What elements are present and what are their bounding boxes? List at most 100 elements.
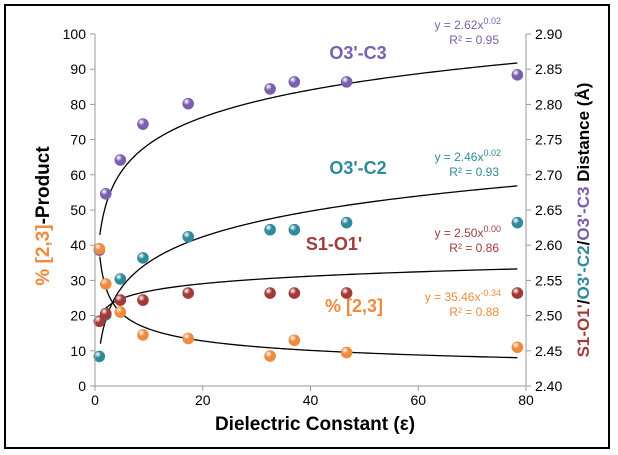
axis-title-part-0: % [2,3] [33, 224, 54, 285]
point-2-4 [182, 287, 195, 299]
fit-equation-3: y = 35.46x-0.34 [425, 288, 501, 304]
axis-title-part-3: / [574, 240, 593, 245]
chart-frame: 0 20 40 60 80 0 10 20 30 40 50 60 70 80 90 100 2.40 2.45 2… [4, 4, 610, 449]
fit-equation-0: y = 2.62x0.02 [434, 16, 501, 32]
right-tick-label-2.70: 2.70 [535, 167, 562, 183]
right-tick-label-2.40: 2.40 [535, 378, 562, 394]
point-3-7 [340, 346, 353, 359]
axis-title-part-1: / [574, 299, 593, 304]
fit-equation-exponent-3: -0.34 [480, 288, 501, 298]
axis-title-part-5: Distance (Å) [574, 83, 593, 187]
point-1-5 [264, 223, 276, 236]
chart-svg: 0 20 40 60 80 0 10 20 30 40 50 60 70 80 90 100 2.40 2.45 2… [33, 16, 593, 435]
left-tick-label-10: 10 [70, 343, 86, 359]
series-name-2: S1-O1' [306, 234, 362, 254]
point-1-0 [93, 350, 106, 363]
left-tick-label-90: 90 [70, 61, 86, 77]
point-2-6 [288, 287, 301, 299]
fit-r2-2: R² = 0.86 [449, 241, 499, 255]
series-name-0: O3'-C3 [329, 43, 386, 63]
left-tick-label-70: 70 [70, 132, 86, 148]
point-1-2 [114, 273, 127, 285]
point-0-1 [99, 188, 112, 200]
right-tick-label-2.65: 2.65 [535, 202, 562, 218]
left-tick-label-30: 30 [70, 272, 86, 288]
point-3-3 [137, 329, 149, 341]
fit-equation-exponent-2: 0.00 [483, 224, 501, 234]
point-3-6 [288, 334, 301, 347]
right-axis-title: S1-O1'/O3'-C2/O3'-C3 Distance (Å) [574, 83, 593, 358]
point-0-6 [288, 76, 301, 88]
fit-curve-2 [99, 268, 518, 318]
fit-equation-base-2: y = 2.50x [434, 226, 483, 240]
left-tick-label-50: 50 [70, 202, 86, 218]
fit-curve-1 [99, 185, 518, 344]
point-3-4 [182, 332, 195, 345]
point-2-2 [114, 294, 127, 306]
axis-title-part-2: O3'-C2 [574, 245, 593, 299]
point-0-7 [340, 76, 353, 88]
point-3-5 [264, 350, 276, 362]
right-tick-label-2.50: 2.50 [535, 308, 562, 324]
x-tick-label-20: 20 [195, 392, 211, 408]
x-axis-title: Dielectric Constant (ε) [215, 414, 415, 435]
fit-equation-exponent-1: 0.02 [483, 148, 501, 158]
series-name-1: O3'-C2 [329, 158, 386, 178]
right-tick-label-2.75: 2.75 [535, 132, 562, 148]
point-1-3 [137, 252, 149, 264]
x-tick-label-60: 60 [410, 392, 426, 408]
fit-r2-3: R² = 0.88 [449, 305, 499, 319]
right-tick-label-2.55: 2.55 [535, 272, 562, 288]
left-tick-label-20: 20 [70, 308, 86, 324]
left-tick-label-80: 80 [70, 96, 86, 112]
fit-equation-base-0: y = 2.62x [434, 18, 483, 32]
data-points [93, 69, 524, 363]
left-tick-label-100: 100 [63, 26, 87, 42]
fit-equation-2: y = 2.50x0.00 [434, 224, 501, 240]
right-tick-label-2.60: 2.60 [535, 237, 562, 253]
point-1-4 [182, 230, 195, 243]
right-tick-label-2.45: 2.45 [535, 343, 562, 359]
point-0-8 [511, 69, 524, 81]
series-name-3: % [2,3] [325, 296, 383, 316]
point-3-8 [511, 341, 524, 354]
fit-r2-1: R² = 0.93 [449, 165, 499, 179]
point-0-3 [137, 118, 149, 130]
point-2-8 [511, 287, 524, 299]
point-2-1 [99, 307, 112, 320]
point-3-1 [99, 278, 112, 290]
point-3-0 [93, 242, 106, 255]
axes: 0 20 40 60 80 0 10 20 30 40 50 60 70 80 90 100 2.40 2.45 2… [63, 26, 563, 408]
point-1-8 [511, 216, 524, 229]
left-tick-label-40: 40 [70, 237, 86, 253]
x-tick-label-80: 80 [518, 392, 534, 408]
point-0-4 [182, 97, 195, 110]
point-1-6 [288, 223, 301, 236]
right-tick-label-2.90: 2.90 [535, 26, 562, 42]
left-tick-label-60: 60 [70, 167, 86, 183]
fit-equation-exponent-0: 0.02 [483, 16, 501, 26]
point-0-2 [114, 154, 127, 166]
point-0-5 [264, 83, 276, 95]
x-tick-label-40: 40 [303, 392, 319, 408]
fit-equation-base-3: y = 35.46x [425, 290, 481, 304]
left-axis-title: % [2,3]-Product [33, 146, 54, 286]
fit-r2-0: R² = 0.95 [449, 33, 499, 47]
fit-equation-1: y = 2.46x0.02 [434, 148, 501, 164]
right-tick-label-2.80: 2.80 [535, 96, 562, 112]
axis-title-part-1: -Product [33, 146, 54, 225]
x-tick-label-0: 0 [91, 392, 99, 408]
point-2-3 [137, 294, 149, 306]
axis-title-part-0: S1-O1' [574, 304, 593, 357]
fit-curve-0 [99, 62, 518, 236]
point-2-0 [93, 315, 106, 328]
point-2-7 [340, 287, 353, 299]
fit-equation-base-1: y = 2.46x [434, 150, 483, 164]
left-tick-label-0: 0 [78, 378, 86, 394]
point-3-2 [114, 306, 127, 318]
right-tick-label-2.85: 2.85 [535, 61, 562, 77]
axis-title-part-4: O3'-C3 [574, 187, 593, 241]
point-2-5 [264, 287, 276, 299]
point-1-7 [340, 216, 353, 229]
